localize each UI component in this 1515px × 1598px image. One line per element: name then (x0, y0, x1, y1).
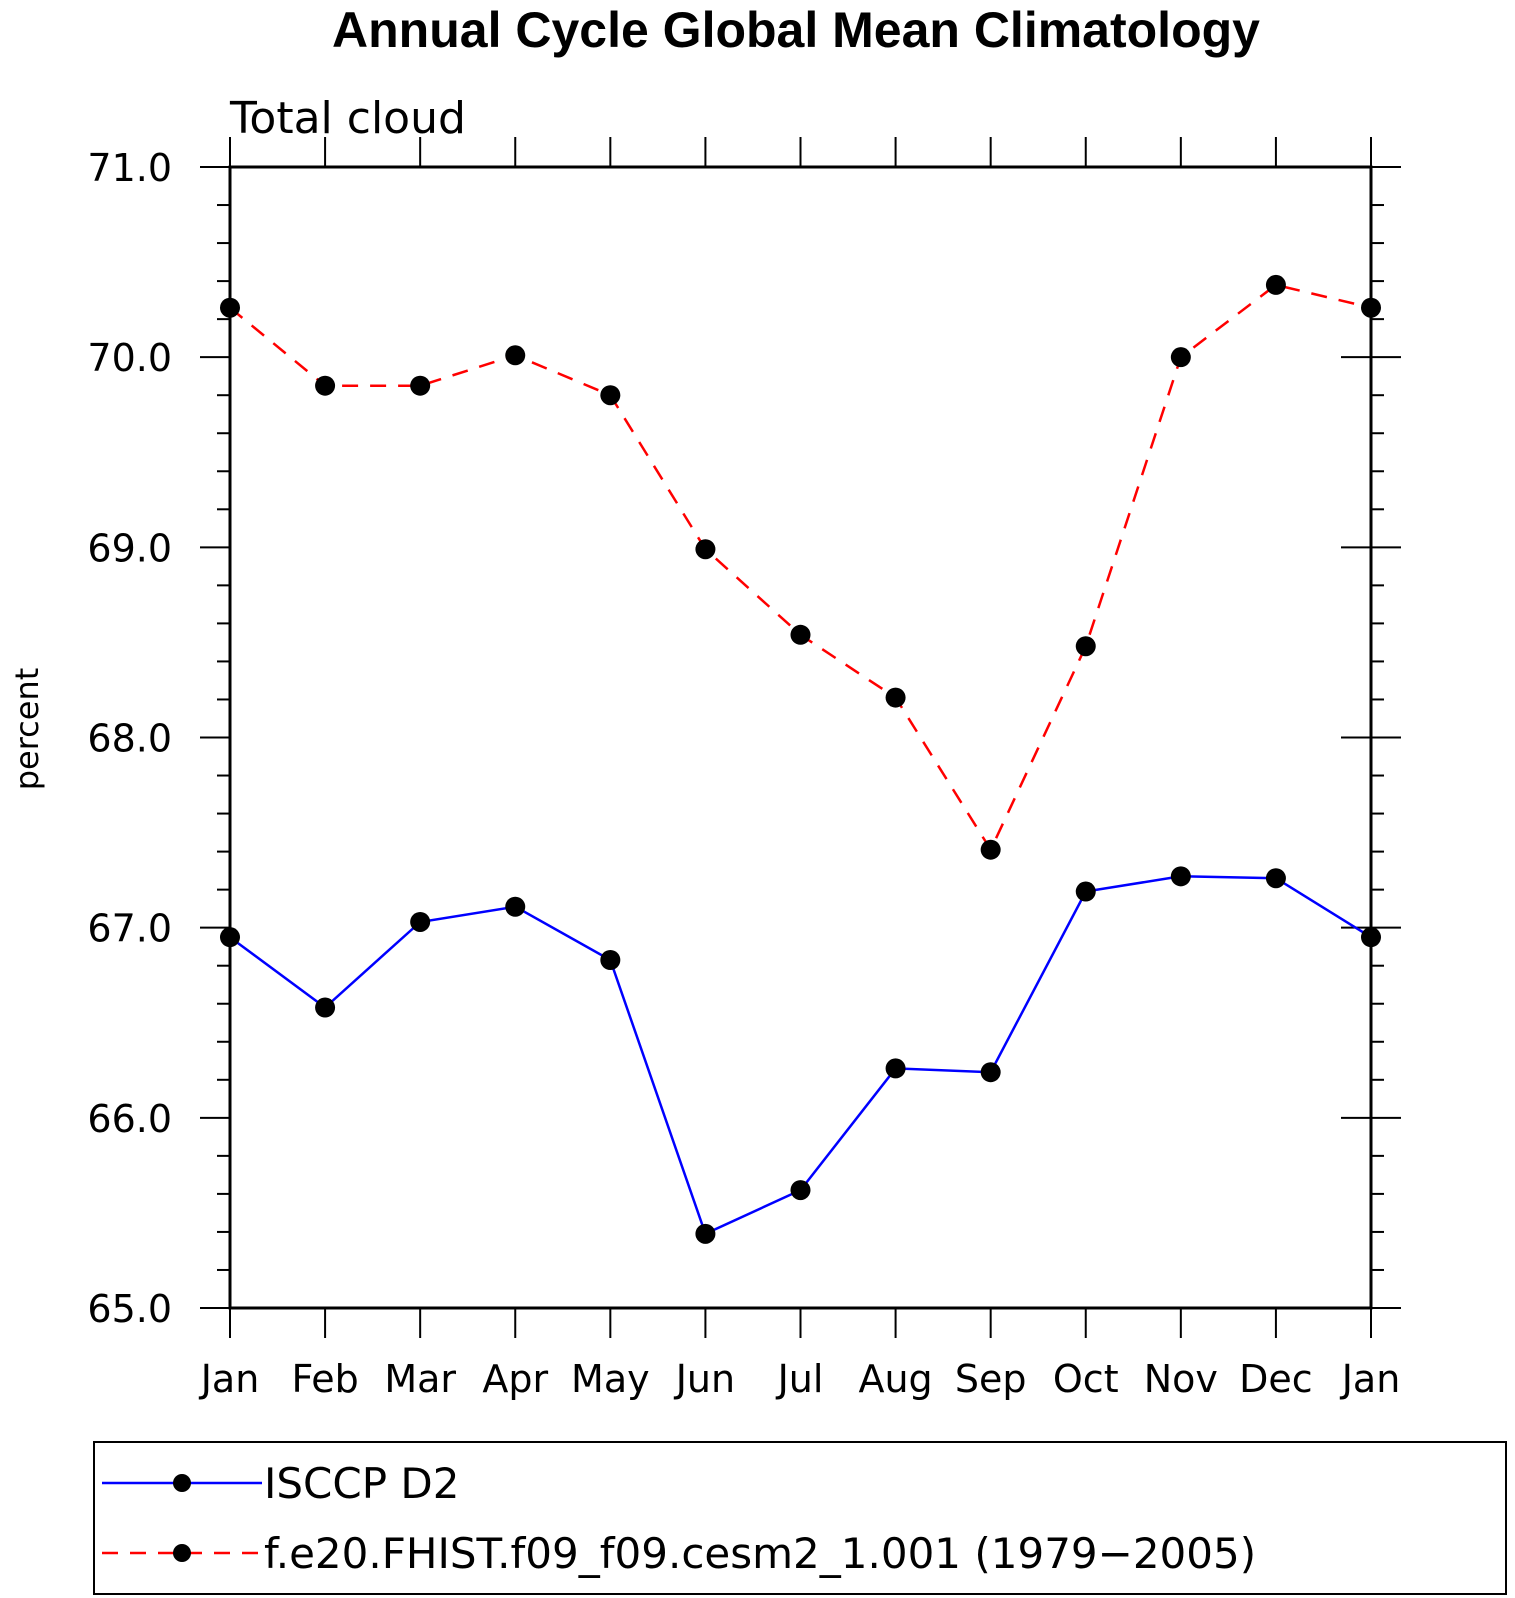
y-tick-label: 66.0 (87, 1097, 172, 1141)
y-tick-label: 68.0 (87, 717, 172, 761)
y-axis-label: percent (8, 668, 46, 791)
series-point-1 (885, 687, 906, 708)
series-point-0 (1075, 881, 1096, 902)
series-point-0 (790, 1180, 811, 1201)
legend: ISCCP D2 f.e20.FHIST.f09_f09.cesm2_1.001… (93, 1441, 1507, 1595)
series-point-1 (505, 345, 526, 366)
series-layer (220, 274, 1381, 1244)
series-point-0 (505, 896, 526, 917)
series-point-0 (600, 949, 621, 970)
series-point-1 (1075, 636, 1096, 657)
legend-box (93, 1441, 1507, 1595)
x-tick-label: Sep (955, 1357, 1027, 1401)
x-tick-label: Oct (1053, 1357, 1119, 1401)
series-point-1 (315, 375, 336, 396)
series-point-1 (695, 539, 716, 560)
x-tick-label: Jun (674, 1357, 735, 1401)
series-point-0 (885, 1058, 906, 1079)
x-tick-label: Nov (1144, 1357, 1218, 1401)
legend-label-cesm: f.e20.FHIST.f09_f09.cesm2_1.001 (1979−20… (264, 1529, 1256, 1578)
series-line-1 (229, 283, 1372, 853)
series-point-1 (1170, 347, 1191, 368)
series-point-0 (1170, 866, 1191, 887)
series-point-0 (410, 911, 431, 932)
series-point-0 (1265, 868, 1286, 889)
y-tick-label: 69.0 (87, 526, 172, 570)
series-point-1 (980, 839, 1001, 860)
x-tick-label: Aug (858, 1357, 932, 1401)
series-point-0 (980, 1062, 1001, 1083)
x-tick-label: Feb (291, 1357, 358, 1401)
y-tick-label: 65.0 (87, 1287, 172, 1331)
y-tick-label: 71.0 (87, 146, 172, 190)
x-tick-label: Jan (1340, 1357, 1401, 1401)
plot-frame (228, 165, 1373, 1310)
y-tick-label: 67.0 (87, 907, 172, 951)
y-tick-labels: 65.0 66.0 67.0 68.0 69.0 70.0 71.0 (87, 146, 172, 1331)
series-point-1 (410, 375, 431, 396)
x-tick-label: Jan (199, 1357, 260, 1401)
x-tick-label: Mar (384, 1357, 456, 1401)
x-tick-label: Dec (1239, 1357, 1313, 1401)
x-tick-label: May (571, 1357, 650, 1401)
x-tick-label: Jul (776, 1357, 824, 1401)
y-tick-label: 70.0 (87, 336, 172, 380)
series-point-1 (1265, 274, 1286, 295)
chart-title: Annual Cycle Global Mean Climatology (332, 2, 1260, 58)
legend-marker-cesm (173, 1544, 191, 1562)
legend-marker-isccp (173, 1474, 191, 1492)
series-point-0 (695, 1223, 716, 1244)
series-point-1 (600, 385, 621, 406)
series-point-0 (315, 997, 336, 1018)
series-point-1 (790, 624, 811, 645)
x-tick-label: Apr (482, 1357, 548, 1401)
x-tick-labels: Jan Feb Mar Apr May Jun Jul Aug Sep Oct Nov Dec Jan (199, 1357, 1401, 1401)
legend-label-isccp: ISCCP D2 (264, 1459, 459, 1508)
axis-ticks (200, 137, 1401, 1338)
chart-subtitle: Total cloud (229, 93, 466, 144)
